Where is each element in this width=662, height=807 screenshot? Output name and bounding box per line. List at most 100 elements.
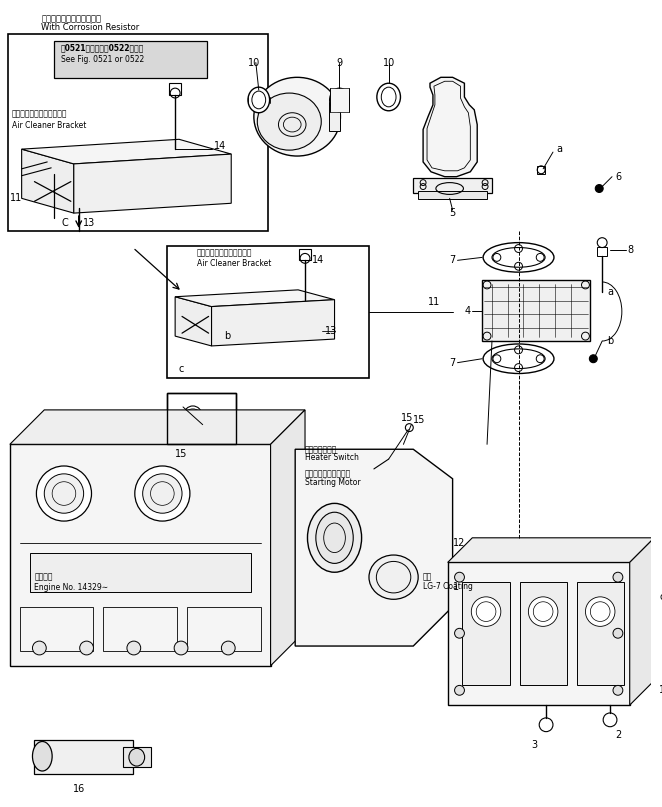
Bar [30, 553, 251, 592]
Text: 14: 14 [214, 141, 226, 151]
Circle shape [528, 597, 558, 626]
Text: Air Cleaner Bracket: Air Cleaner Bracket [12, 120, 86, 130]
Bar [577, 582, 624, 685]
Circle shape [613, 572, 623, 582]
Circle shape [538, 166, 545, 174]
Circle shape [597, 238, 607, 248]
Bar [34, 739, 133, 774]
Bar [413, 178, 492, 194]
Ellipse shape [377, 83, 401, 111]
Text: 15: 15 [413, 415, 426, 424]
Text: Heater Switch: Heater Switch [305, 453, 359, 462]
Polygon shape [630, 537, 654, 705]
Circle shape [405, 424, 413, 432]
Text: コロージョンレジスタ付き: コロージョンレジスタ付き [41, 15, 101, 23]
Circle shape [170, 88, 180, 98]
Ellipse shape [316, 512, 354, 563]
Circle shape [127, 641, 141, 655]
Text: With Corrosion Resistor: With Corrosion Resistor [41, 23, 140, 32]
Bar [448, 562, 630, 705]
Ellipse shape [483, 344, 554, 374]
Circle shape [135, 466, 190, 521]
Circle shape [79, 641, 93, 655]
Bar [482, 280, 591, 341]
Text: エアークリーナブラケット: エアークリーナブラケット [197, 249, 252, 257]
Polygon shape [10, 410, 305, 445]
Bar [538, 166, 545, 174]
Polygon shape [328, 102, 340, 132]
Text: 9: 9 [336, 57, 342, 68]
Text: 8: 8 [628, 245, 634, 256]
Text: See Fig. 0521 or 0522: See Fig. 0521 or 0522 [61, 55, 144, 64]
Text: b: b [607, 336, 613, 346]
Polygon shape [423, 77, 477, 177]
Bar [169, 83, 181, 95]
Bar [167, 393, 236, 445]
Ellipse shape [129, 748, 144, 766]
Circle shape [589, 355, 597, 362]
Bar [8, 34, 267, 231]
Bar [123, 747, 150, 767]
Text: スターティングモータ: スターティングモータ [305, 470, 352, 479]
Text: 11: 11 [10, 194, 22, 203]
Circle shape [36, 466, 91, 521]
Circle shape [44, 474, 83, 513]
Text: 13: 13 [83, 218, 95, 228]
Polygon shape [212, 299, 334, 346]
Bar [330, 88, 350, 111]
Text: エアークリーナブラケット: エアークリーナブラケット [12, 110, 68, 119]
Circle shape [613, 685, 623, 696]
Ellipse shape [330, 88, 350, 111]
Text: 5: 5 [449, 208, 455, 218]
Text: 1: 1 [659, 685, 662, 696]
Text: a: a [556, 144, 562, 154]
Polygon shape [22, 149, 73, 213]
Circle shape [471, 597, 501, 626]
Circle shape [595, 185, 603, 192]
Text: 4: 4 [464, 306, 470, 316]
Bar [418, 191, 487, 199]
Circle shape [32, 641, 46, 655]
Text: 10: 10 [383, 57, 395, 68]
Bar [167, 245, 369, 378]
Text: 7: 7 [449, 358, 455, 368]
Ellipse shape [307, 504, 361, 572]
Circle shape [455, 572, 465, 582]
Ellipse shape [483, 243, 554, 272]
Bar [20, 607, 93, 651]
Bar [597, 247, 607, 257]
Text: 15: 15 [401, 412, 414, 423]
Bar [187, 607, 261, 651]
Text: 3: 3 [532, 739, 538, 750]
Circle shape [585, 597, 615, 626]
Text: ヒータスイッチ: ヒータスイッチ [305, 445, 338, 454]
Polygon shape [175, 290, 334, 307]
Ellipse shape [248, 87, 269, 113]
Text: c: c [659, 592, 662, 602]
Text: 第0521図または第0522図参照: 第0521図または第0522図参照 [61, 43, 144, 52]
Polygon shape [295, 449, 453, 646]
Text: 塗布: 塗布 [423, 572, 432, 581]
Text: Engine No. 14329∼: Engine No. 14329∼ [34, 583, 109, 592]
Bar [520, 582, 567, 685]
Polygon shape [448, 537, 654, 562]
Text: 6: 6 [615, 172, 621, 182]
Text: 16: 16 [73, 784, 85, 794]
Text: b: b [224, 331, 230, 341]
Text: 7: 7 [449, 255, 455, 266]
Bar [463, 582, 510, 685]
Bar [167, 393, 236, 445]
Polygon shape [271, 410, 305, 666]
Circle shape [540, 718, 553, 732]
Text: 1: 1 [453, 582, 459, 592]
Circle shape [603, 713, 617, 727]
Circle shape [455, 629, 465, 638]
Circle shape [455, 685, 465, 696]
Polygon shape [22, 140, 231, 164]
Text: 12: 12 [453, 537, 465, 548]
Text: C: C [62, 218, 69, 228]
Text: Starting Motor: Starting Motor [305, 478, 361, 487]
Ellipse shape [258, 93, 321, 150]
Text: 13: 13 [324, 326, 337, 337]
Text: a: a [607, 286, 613, 297]
